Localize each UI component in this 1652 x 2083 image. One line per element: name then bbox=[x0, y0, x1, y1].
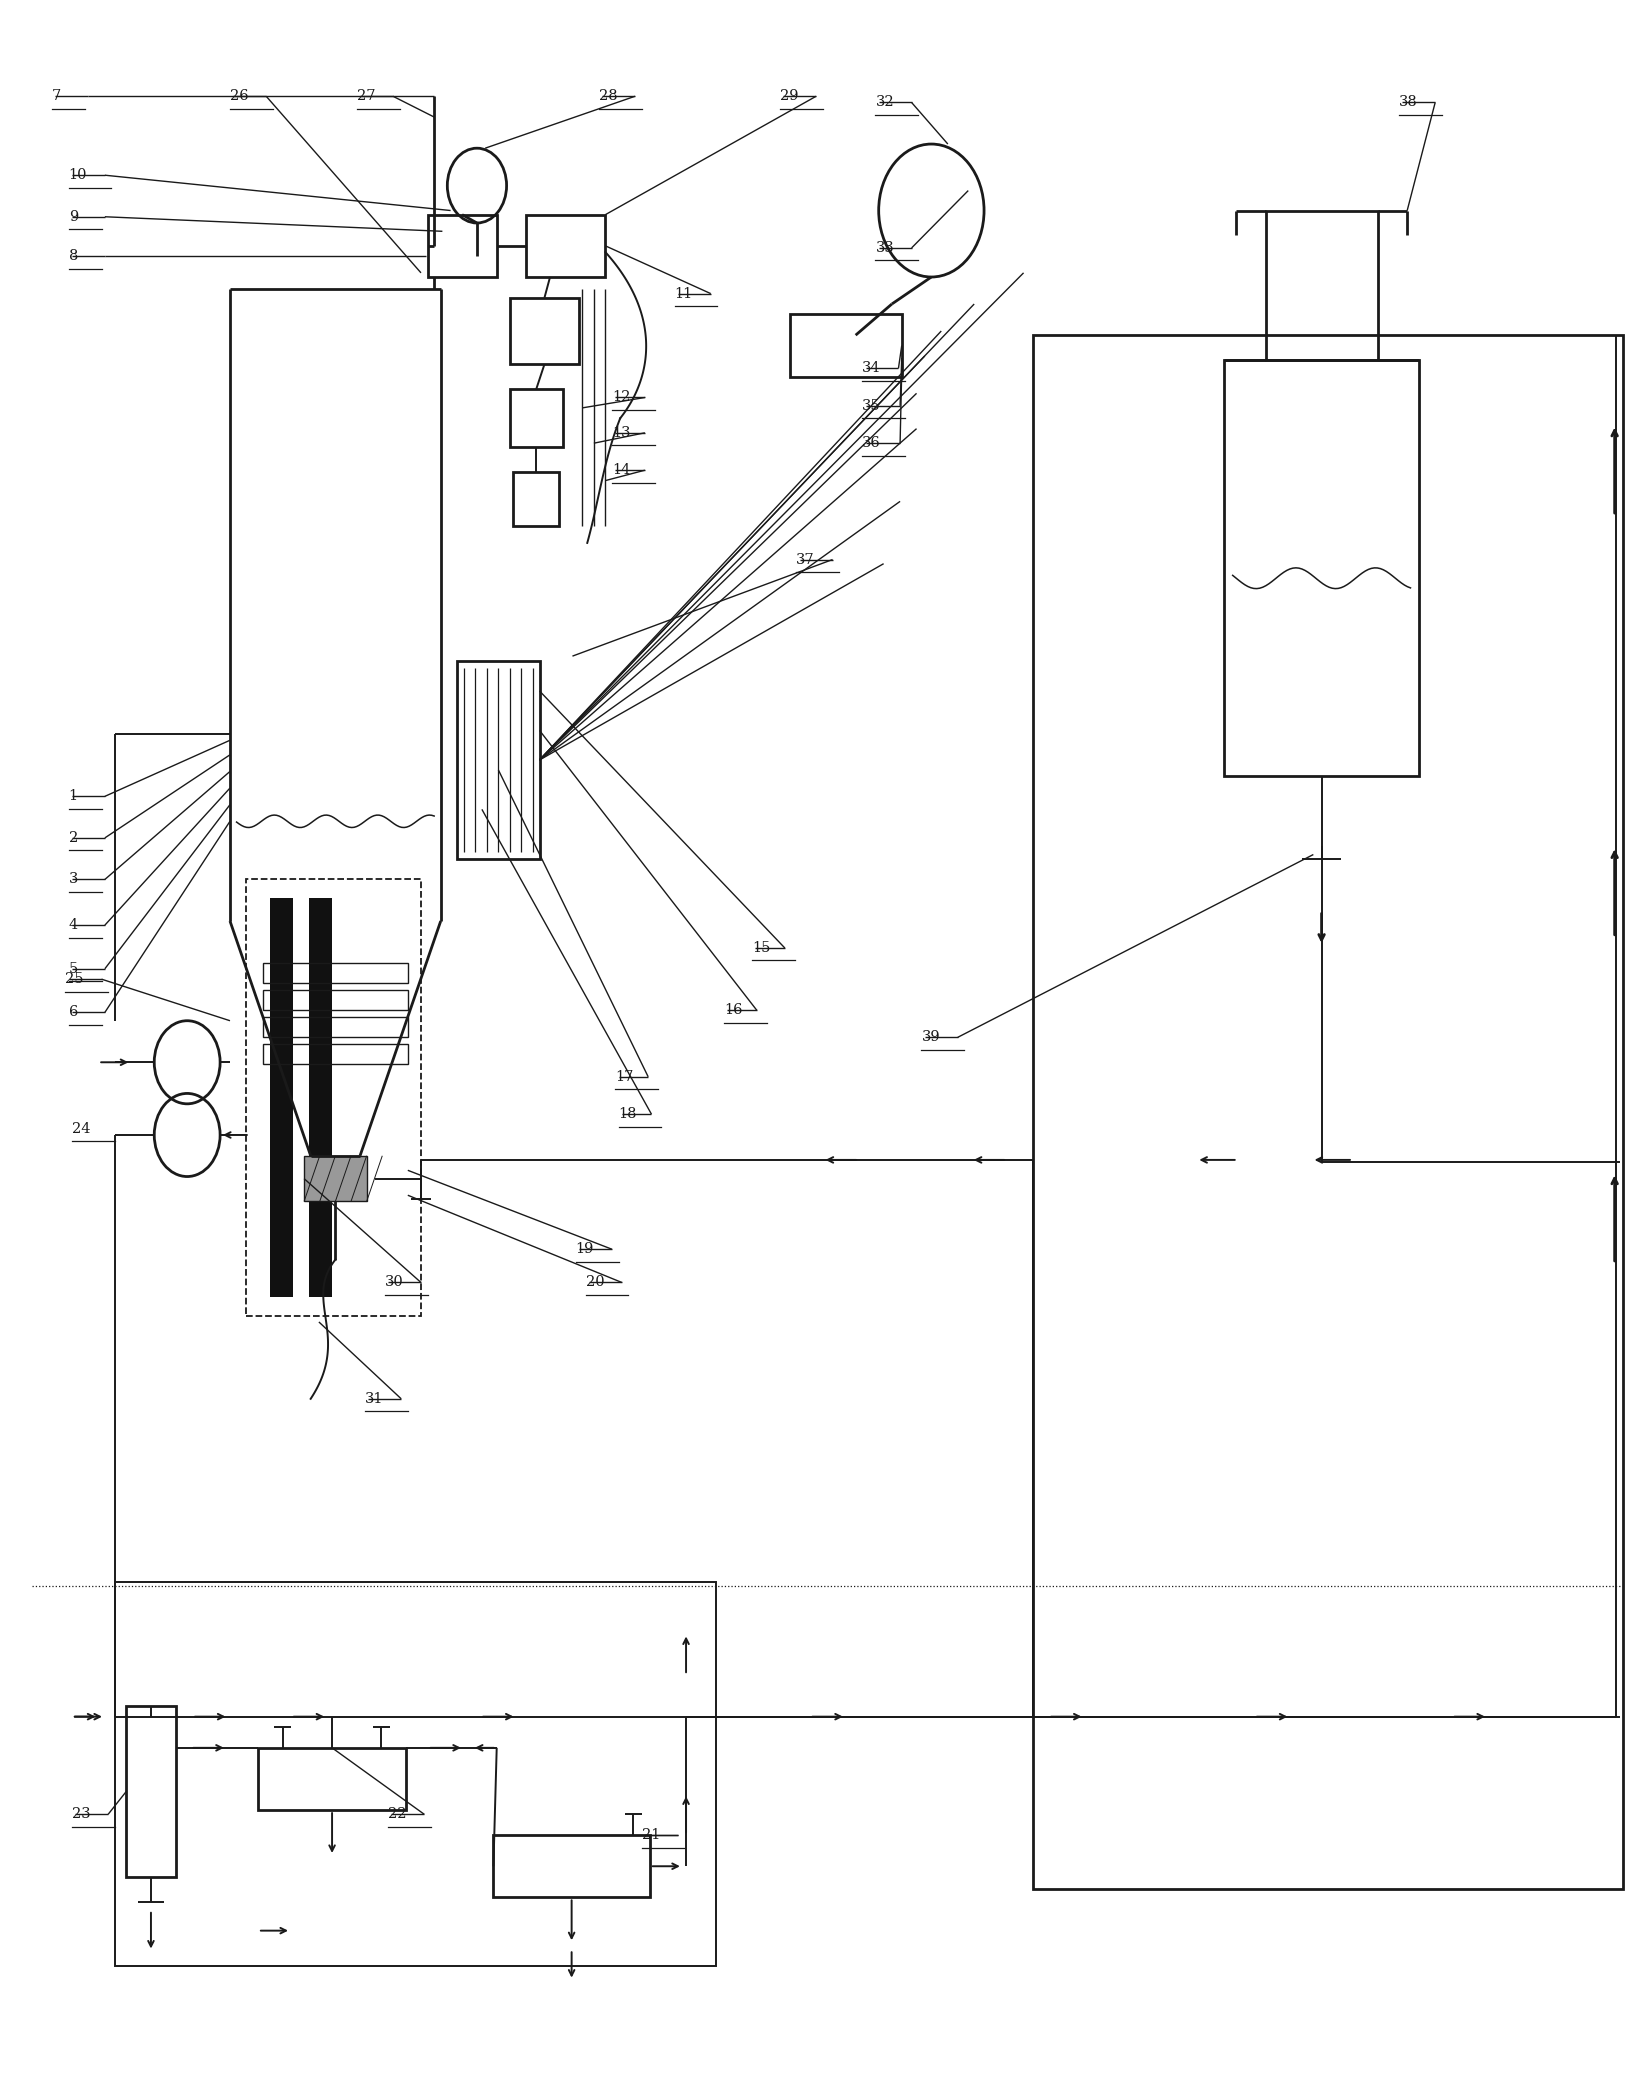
Text: 5: 5 bbox=[69, 962, 78, 975]
Text: 20: 20 bbox=[585, 1275, 605, 1289]
Text: 7: 7 bbox=[53, 90, 61, 104]
Text: 38: 38 bbox=[1399, 96, 1417, 110]
Text: 39: 39 bbox=[922, 1031, 940, 1044]
Bar bbox=[269, 898, 292, 1298]
Text: 25: 25 bbox=[66, 973, 84, 985]
Bar bbox=[514, 473, 560, 527]
Bar bbox=[1265, 210, 1378, 360]
Text: 6: 6 bbox=[69, 1006, 78, 1019]
Text: 13: 13 bbox=[611, 425, 631, 440]
Text: 29: 29 bbox=[780, 90, 798, 104]
Bar bbox=[510, 390, 563, 448]
Text: 32: 32 bbox=[876, 96, 894, 110]
Text: 14: 14 bbox=[611, 462, 631, 477]
Text: 31: 31 bbox=[365, 1391, 383, 1406]
Text: 34: 34 bbox=[862, 362, 881, 375]
Bar bbox=[527, 215, 605, 277]
Bar bbox=[428, 215, 497, 277]
Text: 18: 18 bbox=[618, 1108, 638, 1121]
Text: 24: 24 bbox=[73, 1123, 91, 1135]
Bar bbox=[458, 660, 540, 858]
Text: 22: 22 bbox=[388, 1808, 406, 1821]
Text: 23: 23 bbox=[73, 1808, 91, 1821]
Bar bbox=[126, 1706, 175, 1877]
Bar bbox=[510, 298, 580, 365]
Text: 19: 19 bbox=[577, 1241, 595, 1256]
Text: 11: 11 bbox=[674, 287, 692, 300]
Text: 28: 28 bbox=[598, 90, 618, 104]
Text: 33: 33 bbox=[876, 242, 894, 254]
Bar bbox=[1034, 335, 1622, 1889]
Text: 8: 8 bbox=[69, 250, 78, 262]
Bar bbox=[114, 1581, 715, 1966]
Text: 4: 4 bbox=[69, 919, 78, 933]
Text: 3: 3 bbox=[69, 873, 78, 887]
Text: 10: 10 bbox=[69, 169, 88, 181]
Bar bbox=[494, 1835, 649, 1898]
Text: 30: 30 bbox=[385, 1275, 403, 1289]
Text: 35: 35 bbox=[862, 398, 881, 412]
Text: 27: 27 bbox=[357, 90, 375, 104]
Text: 37: 37 bbox=[796, 552, 814, 567]
Bar bbox=[263, 989, 408, 1010]
Bar bbox=[246, 879, 421, 1316]
Bar bbox=[304, 1156, 367, 1202]
Bar bbox=[790, 315, 902, 377]
Text: 1: 1 bbox=[69, 789, 78, 804]
Text: 16: 16 bbox=[724, 1004, 742, 1017]
Text: 15: 15 bbox=[752, 942, 770, 954]
Text: 17: 17 bbox=[615, 1071, 634, 1083]
Text: 2: 2 bbox=[69, 831, 78, 846]
Bar bbox=[258, 1748, 406, 1810]
Bar bbox=[309, 898, 332, 1298]
Bar bbox=[263, 962, 408, 983]
Text: 21: 21 bbox=[641, 1829, 659, 1841]
Bar bbox=[263, 1044, 408, 1064]
Text: 36: 36 bbox=[862, 435, 881, 450]
Bar bbox=[263, 1017, 408, 1037]
Text: 12: 12 bbox=[611, 390, 631, 404]
Text: 26: 26 bbox=[230, 90, 248, 104]
Text: 9: 9 bbox=[69, 210, 78, 223]
Bar bbox=[1224, 360, 1419, 775]
